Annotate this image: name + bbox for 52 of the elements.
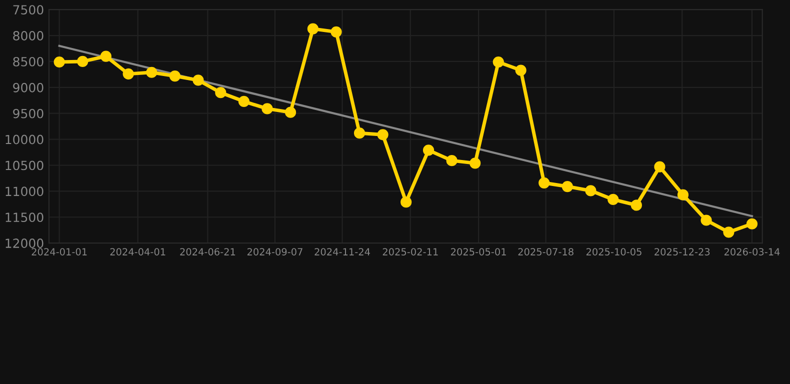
- x-tick-label: 2025-12-23: [654, 248, 710, 256]
- point: [377, 129, 388, 140]
- y-tick-label: 9500: [13, 108, 44, 118]
- point: [654, 161, 666, 172]
- x-tick-label: 2025-02-11: [382, 248, 438, 256]
- point: [562, 180, 573, 192]
- point: [77, 56, 88, 68]
- y-tick-label: 7500: [13, 5, 44, 15]
- point: [608, 194, 619, 206]
- y-tick-label: 10500: [6, 160, 44, 170]
- x-tick-label: 2025-10-05: [586, 248, 642, 256]
- x-tick-label: 2025-07-18: [518, 248, 574, 256]
- point: [677, 189, 689, 200]
- x-tick-label: 2026-03-14: [724, 248, 780, 256]
- point: [538, 177, 550, 188]
- point: [422, 144, 434, 156]
- point: [284, 106, 296, 118]
- x-tick-label: 2024-04-01: [110, 248, 166, 256]
- point: [400, 196, 412, 208]
- point: [515, 64, 526, 76]
- point: [215, 87, 226, 98]
- point: [700, 214, 712, 226]
- x-tick-label: 2024-06-21: [180, 248, 236, 256]
- x-tick-label: 2024-01-01: [32, 248, 87, 256]
- point: [238, 96, 250, 107]
- point: [122, 68, 134, 80]
- point: [307, 23, 318, 34]
- point: [192, 74, 204, 86]
- point: [146, 66, 158, 78]
- y-tick-label: 9000: [13, 82, 44, 92]
- point: [354, 128, 366, 139]
- x-tick-label: 2024-09-07: [247, 248, 302, 256]
- point: [470, 158, 481, 169]
- point: [169, 70, 180, 82]
- y-tick-label: 11000: [6, 186, 44, 196]
- y-tick-label: 8000: [13, 31, 44, 40]
- point: [330, 26, 342, 38]
- y-tick-label: 12000: [6, 238, 44, 248]
- point: [54, 56, 65, 68]
- y-tick-label: 8500: [13, 56, 44, 66]
- point: [723, 226, 734, 238]
- x-tick-label: 2024-11-24: [314, 248, 370, 256]
- y-tick-label: 11500: [6, 212, 44, 222]
- x-tick-label: 2025-05-01: [451, 248, 506, 256]
- point: [446, 155, 458, 166]
- point: [585, 185, 596, 196]
- point: [630, 200, 642, 211]
- point: [262, 103, 273, 114]
- y-tick-label: 10000: [6, 134, 44, 144]
- point: [100, 50, 112, 62]
- point: [746, 218, 758, 230]
- point: [492, 56, 504, 68]
